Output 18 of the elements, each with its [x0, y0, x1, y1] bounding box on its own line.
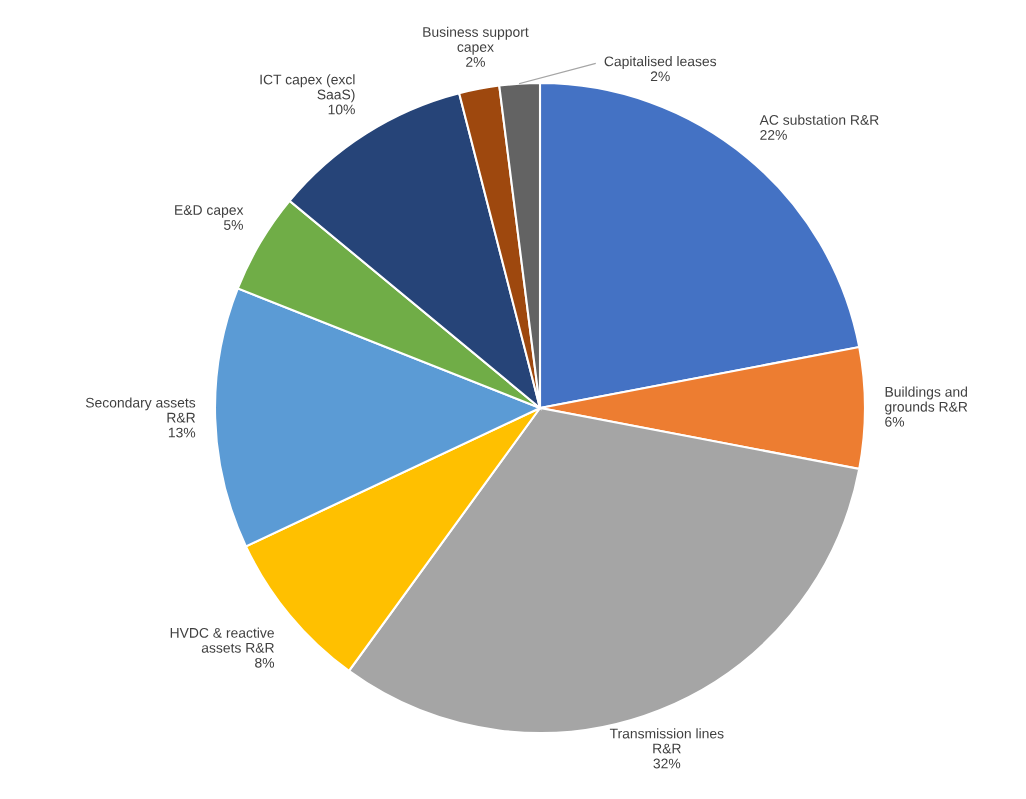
data-label: 10%	[328, 104, 355, 115]
slice-label: Secondary assets R&R	[85, 397, 196, 423]
data-label: 22%	[760, 129, 787, 140]
slice-label: E&D capex	[175, 205, 244, 218]
data-label: 2%	[466, 57, 485, 67]
slice-label: Business support capex	[423, 26, 529, 55]
data-label: 2%	[650, 71, 670, 82]
slice-label: ICT capex (excl SaaS)	[260, 74, 355, 103]
slice-label: Transmission lines R&R	[609, 728, 724, 754]
data-label: 5%	[223, 220, 243, 230]
slice-label: AC substation R&R	[759, 114, 879, 125]
slice-label: HVDC & reactive assets R&R	[170, 627, 274, 653]
slice-label: Buildings and grounds R&R	[885, 386, 968, 415]
data-label: 8%	[255, 657, 275, 668]
data-label: 32%	[653, 758, 681, 769]
data-label: 6%	[885, 416, 905, 427]
data-label: 13%	[168, 427, 196, 438]
slice-label: Capitalised leases	[604, 56, 717, 69]
